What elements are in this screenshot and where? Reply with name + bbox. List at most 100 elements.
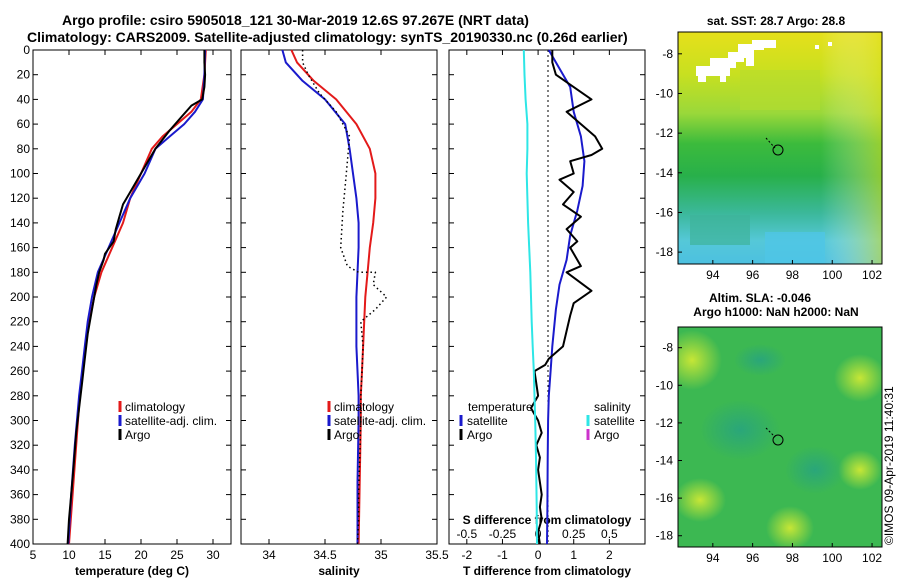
x-tick-label: -2	[461, 548, 472, 562]
y-tick-label: 40	[17, 92, 31, 106]
map-x-tick-label: 98	[786, 268, 800, 282]
map-y-tick-label: -8	[662, 47, 673, 61]
y-tick-label: 400	[10, 537, 30, 551]
x-tick-label: 35.5	[425, 548, 449, 562]
map-y-tick-label: -14	[656, 454, 674, 468]
x-tick-label: 30	[206, 548, 220, 562]
map-y-tick-label: -12	[656, 416, 674, 430]
map-y-tick-label: -12	[656, 126, 674, 140]
sst-map-frame	[677, 31, 883, 265]
difference-s-satellite-line	[522, 49, 538, 545]
map-x-tick-label: 100	[822, 551, 842, 565]
temperature-satellite-adj-clim--line	[67, 49, 207, 545]
x-tick-label: 34	[262, 548, 276, 562]
map-y-tick-label: -18	[656, 245, 674, 259]
x-tick-label: 10	[62, 548, 76, 562]
x-tick-label: -1	[497, 548, 508, 562]
salinity-axis-label: salinity	[318, 564, 360, 578]
map-x-tick-label: 94	[706, 268, 720, 282]
figure-title-line1: Argo profile: csiro 5905018_121 30-Mar-2…	[62, 12, 529, 28]
s-tick-label: 0.25	[562, 527, 586, 541]
map-x-tick-label: 98	[786, 551, 800, 565]
sla-float-marker	[772, 434, 784, 446]
sla-map-title-line1: Altim. SLA: -0.046	[709, 291, 811, 305]
x-tick-label: 1	[570, 548, 577, 562]
x-tick-label: 34.5	[313, 548, 337, 562]
legend-climatology-label: climatology	[334, 400, 394, 414]
legend-climatology-label: climatology	[125, 400, 185, 414]
map-x-tick-label: 102	[862, 268, 882, 282]
y-tick-label: 380	[10, 512, 30, 526]
salinity-climatology-line	[290, 49, 377, 545]
s-tick-label: 0.5	[601, 527, 618, 541]
map-y-tick-label: -14	[656, 166, 674, 180]
temperature-legend: climatology satellite-adj. clim. Argo	[118, 400, 217, 442]
s-tick-label: -0.5	[456, 527, 477, 541]
t-difference-axis-label: T difference from climatology	[463, 564, 631, 578]
map-x-tick-label: 96	[746, 551, 760, 565]
legend-satellite-label: satellite-adj. clim.	[125, 414, 217, 428]
sst-float-marker	[772, 144, 784, 156]
map-y-tick-label: -16	[656, 205, 674, 219]
s-tick-label: -0.25	[489, 527, 517, 541]
x-tick-label: 2	[606, 548, 613, 562]
legend-s-argo-label: Argo	[594, 428, 620, 442]
y-tick-label: 280	[10, 389, 30, 403]
map-y-tick-label: -16	[656, 491, 674, 505]
y-tick-label: 340	[10, 463, 30, 477]
map-y-tick-label: -18	[656, 529, 674, 543]
y-tick-label: 160	[10, 241, 30, 255]
y-tick-label: 120	[10, 191, 30, 205]
legend-temperature-heading: temperature	[468, 400, 533, 414]
y-tick-label: 320	[10, 438, 30, 452]
map-x-tick-label: 94	[706, 551, 720, 565]
x-tick-label: 25	[170, 548, 184, 562]
map-y-tick-label: -10	[656, 86, 674, 100]
x-tick-label: 20	[134, 548, 148, 562]
y-tick-label: 180	[10, 265, 30, 279]
y-tick-label: 0	[23, 43, 30, 57]
y-tick-label: 360	[10, 488, 30, 502]
salinity-panel	[240, 49, 438, 545]
legend-salinity-heading: salinity	[594, 400, 631, 414]
legend-t-satellite-label: satellite	[467, 414, 508, 428]
y-tick-label: 300	[10, 414, 30, 428]
y-tick-label: 20	[17, 68, 31, 82]
y-tick-label: 100	[10, 167, 30, 181]
y-tick-label: 60	[17, 117, 31, 131]
legend-s-satellite-label: satellite	[594, 414, 635, 428]
y-tick-label: 240	[10, 339, 30, 353]
y-tick-label: 80	[17, 142, 31, 156]
salinity-argo-line	[301, 50, 388, 545]
legend-t-argo-label: Argo	[467, 428, 493, 442]
y-tick-label: 220	[10, 315, 30, 329]
legend-satellite-label: satellite-adj. clim.	[334, 414, 426, 428]
s-difference-legend: salinity satellite Argo	[586, 400, 635, 442]
x-tick-label: 15	[98, 548, 112, 562]
salinity-legend: climatology satellite-adj. clim. Argo	[327, 400, 426, 442]
difference-t-satellite-line	[546, 49, 586, 545]
map-x-tick-label: 100	[822, 268, 842, 282]
temperature-panel	[32, 49, 232, 545]
sla-map	[678, 327, 882, 547]
x-tick-label: 0	[535, 548, 542, 562]
legend-argo-label: Argo	[125, 428, 151, 442]
sla-map-frame	[677, 326, 883, 548]
x-tick-label: 35	[374, 548, 388, 562]
sst-map	[678, 32, 882, 264]
temperature-argo-line	[66, 50, 207, 545]
y-tick-label: 140	[10, 216, 30, 230]
difference-t-argo-line	[530, 50, 604, 545]
legend-argo-label: Argo	[334, 428, 360, 442]
t-difference-legend: temperature satellite Argo	[459, 400, 533, 442]
map-x-tick-label: 102	[862, 551, 882, 565]
temperature-axis-label: temperature (deg C)	[75, 564, 189, 578]
map-y-tick-label: -8	[662, 341, 673, 355]
map-y-tick-label: -10	[656, 378, 674, 392]
y-tick-label: 200	[10, 290, 30, 304]
x-tick-label: 5	[30, 548, 37, 562]
y-tick-label: 260	[10, 364, 30, 378]
salinity-satellite-adj-clim--line	[281, 49, 360, 544]
imos-watermark: ©IMOS 09-Apr-2019 11:40:31	[882, 386, 896, 545]
